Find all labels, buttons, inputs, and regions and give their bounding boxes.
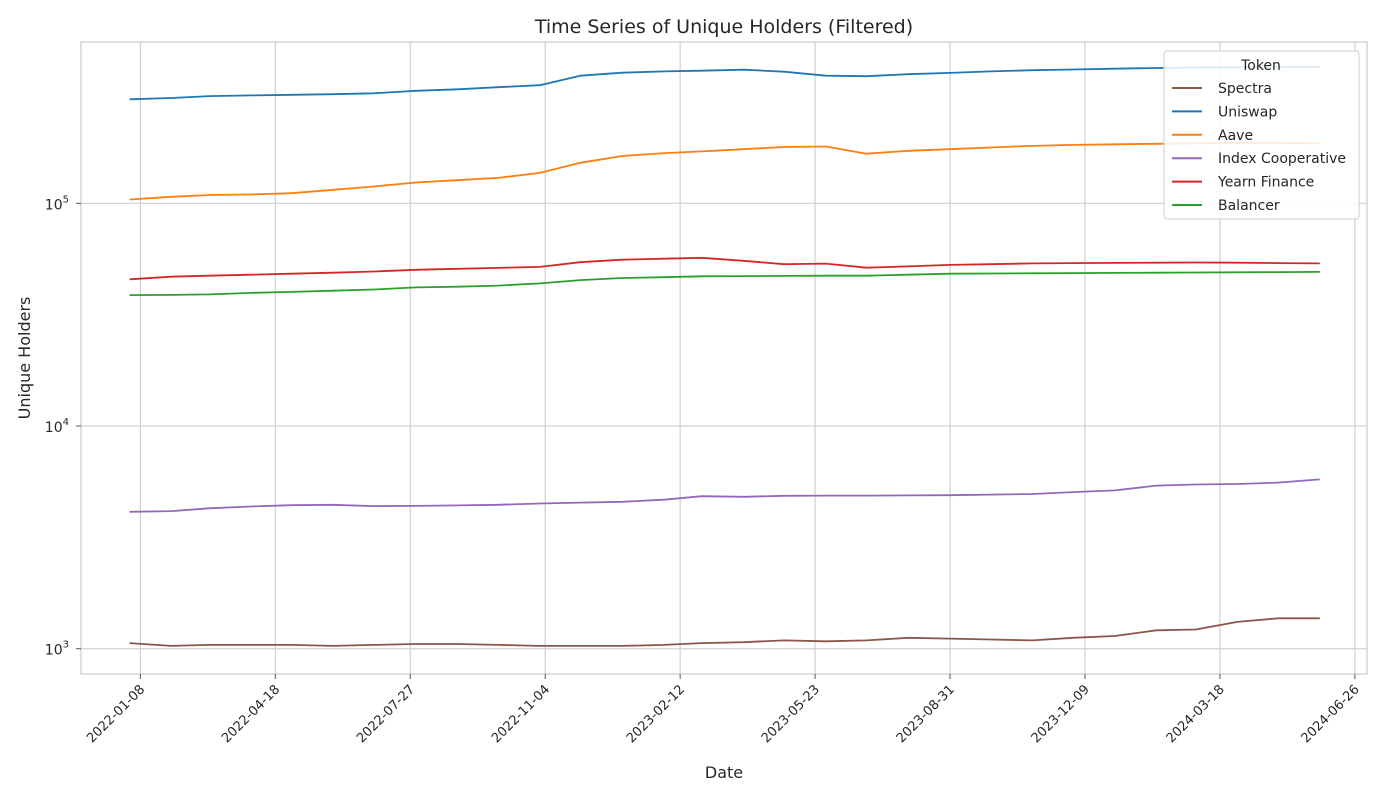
series-line-aave [129, 141, 1320, 201]
legend-box [1163, 50, 1360, 220]
y-tick-base: 10 [45, 643, 63, 659]
series-lines [129, 65, 1320, 647]
legend: Token Spectra Uniswap Aave Index Cooperativ… [1163, 50, 1360, 220]
series-line-yearn-finance [129, 256, 1320, 281]
legend-label-uniswap: Uniswap [1218, 104, 1277, 120]
y-tick-base: 10 [45, 420, 63, 436]
legend-label-yearn-finance: Yearn Finance [1217, 175, 1314, 191]
y-tick-exponent: 3 [63, 640, 69, 651]
y-tick-base: 10 [45, 197, 63, 213]
series-line-balancer [129, 271, 1320, 296]
y-tick-label: 103 [45, 640, 69, 659]
chart-title: Time Series of Unique Holders (Filtered) [534, 16, 913, 38]
series-line-index-cooperative [129, 478, 1320, 513]
y-tick-label: 104 [45, 417, 69, 436]
y-tick-label: 105 [45, 194, 69, 213]
legend-label-aave: Aave [1218, 128, 1253, 144]
series-line-spectra [129, 617, 1320, 647]
series-line-uniswap [129, 65, 1320, 101]
x-axis-label: Date [705, 763, 743, 782]
y-tick-exponent: 4 [63, 417, 69, 428]
y-axis-label: Unique Holders [15, 297, 34, 420]
legend-label-balancer: Balancer [1218, 198, 1280, 214]
legend-label-spectra: Spectra [1218, 81, 1272, 97]
legend-title: Token [1240, 58, 1281, 74]
legend-label-index-cooperative: Index Cooperative [1218, 151, 1346, 167]
plot-frame [80, 41, 1368, 675]
y-tick-exponent: 5 [63, 194, 69, 205]
